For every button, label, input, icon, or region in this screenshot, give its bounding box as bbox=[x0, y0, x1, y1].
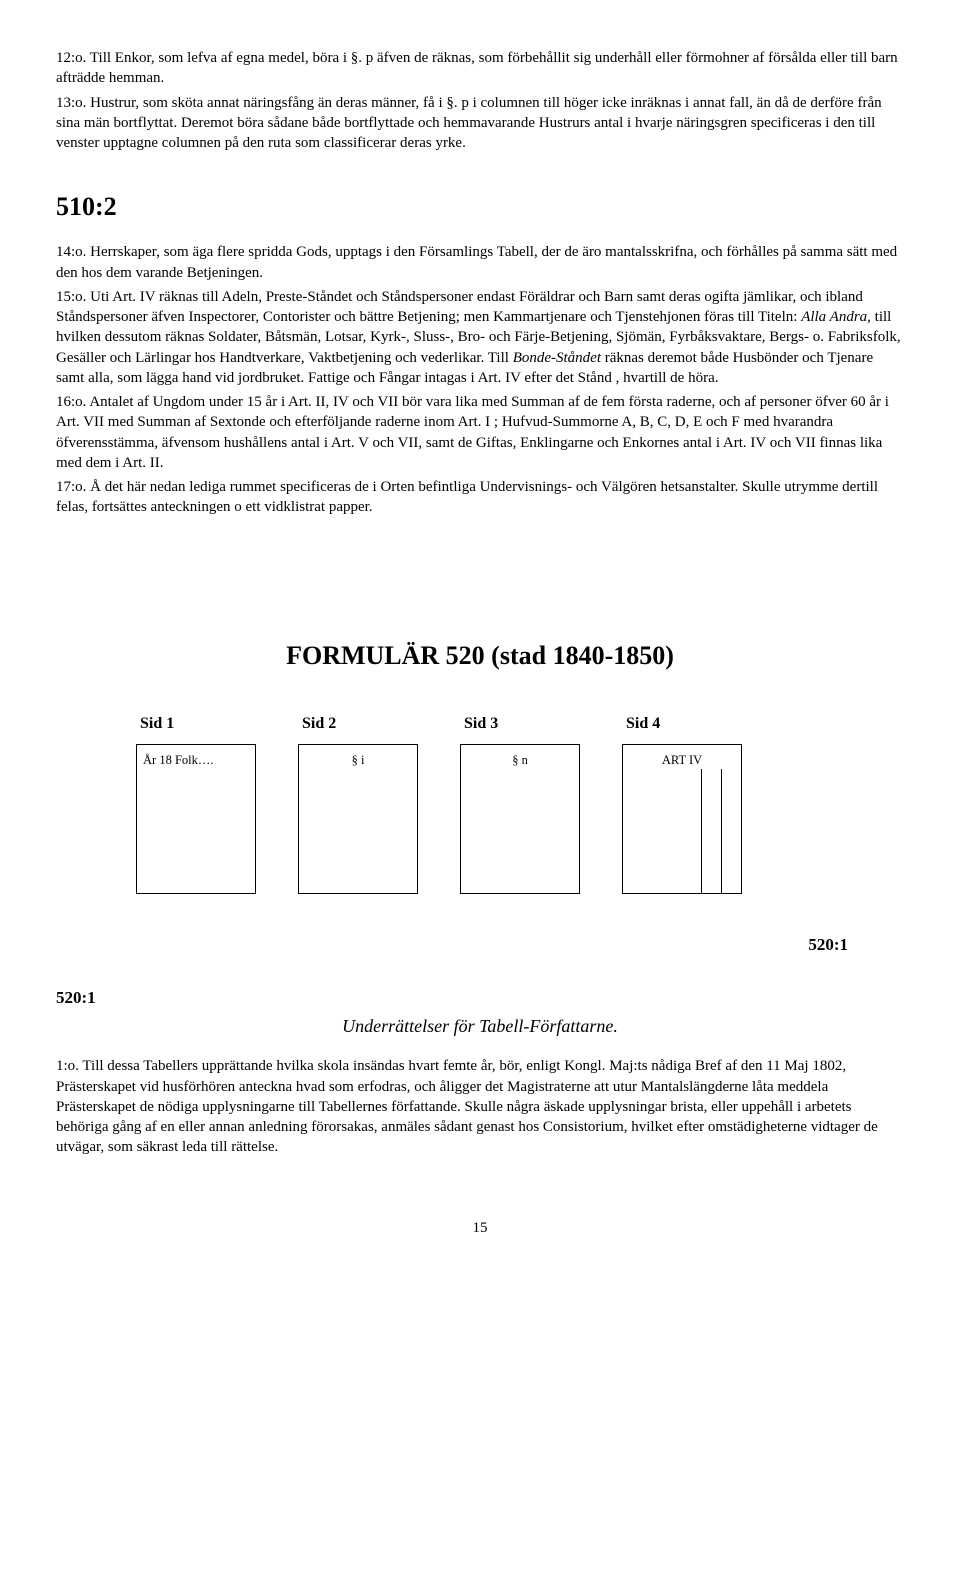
diagram-sid1-box: År 18 Folk…. bbox=[136, 744, 256, 894]
diagram-sid4-text: ART IV bbox=[662, 753, 702, 767]
paragraph-17: 17:o. Å det här nedan lediga rummet spec… bbox=[56, 477, 904, 518]
diagram-sid4-vline-2 bbox=[721, 769, 722, 893]
diagram-sid3-text: § n bbox=[512, 753, 528, 767]
diagram-sid1-label: Sid 1 bbox=[140, 713, 174, 735]
paragraph-15-italic-2: Bonde-Ståndet bbox=[513, 350, 601, 366]
diagram-sid2: Sid 2 § i bbox=[298, 713, 418, 895]
diagram-sid1: Sid 1 År 18 Folk…. bbox=[136, 713, 256, 895]
paragraph-13: 13:o. Hustrur, som sköta annat näringsfå… bbox=[56, 93, 904, 154]
diagram-sid3: Sid 3 § n bbox=[460, 713, 580, 895]
form-title: FORMULÄR 520 (stad 1840-1850) bbox=[56, 638, 904, 673]
paragraph-1: 1:o. Till dessa Tabellers upprättande hv… bbox=[56, 1056, 904, 1157]
label-520-1-right: 520:1 bbox=[56, 934, 848, 957]
diagram-sid3-label: Sid 3 bbox=[464, 713, 498, 735]
paragraph-12: 12:o. Till Enkor, som lefva af egna mede… bbox=[56, 48, 904, 89]
paragraph-15-part-a: 15:o. Uti Art. IV räknas till Adeln, Pre… bbox=[56, 289, 863, 325]
underrattelser-title: Underrättelser för Tabell-Författarne. bbox=[56, 1014, 904, 1038]
diagram-sid2-label: Sid 2 bbox=[302, 713, 336, 735]
diagram-sid2-text: § i bbox=[352, 753, 365, 767]
diagram-sid4-vline-1 bbox=[701, 769, 702, 893]
diagram-sid4: Sid 4 ART IV bbox=[622, 713, 742, 895]
paragraph-16: 16:o. Antalet af Ungdom under 15 år i Ar… bbox=[56, 392, 904, 473]
diagram-sid4-box: ART IV bbox=[622, 744, 742, 894]
paragraph-14: 14:o. Herrskaper, som äga flere spridda … bbox=[56, 242, 904, 283]
diagram-sid2-box: § i bbox=[298, 744, 418, 894]
paragraph-15-italic-1: Alla Andra bbox=[801, 309, 867, 325]
section-number-510-2: 510:2 bbox=[56, 189, 904, 224]
diagram-sid3-box: § n bbox=[460, 744, 580, 894]
paragraph-15: 15:o. Uti Art. IV räknas till Adeln, Pre… bbox=[56, 287, 904, 388]
diagram-sid1-text: År 18 Folk…. bbox=[143, 753, 214, 767]
label-520-1-left: 520:1 bbox=[56, 987, 904, 1010]
diagram-sid4-label: Sid 4 bbox=[626, 713, 660, 735]
page-number: 15 bbox=[56, 1218, 904, 1238]
diagram-row: Sid 1 År 18 Folk…. Sid 2 § i Sid 3 § n S… bbox=[136, 713, 904, 895]
